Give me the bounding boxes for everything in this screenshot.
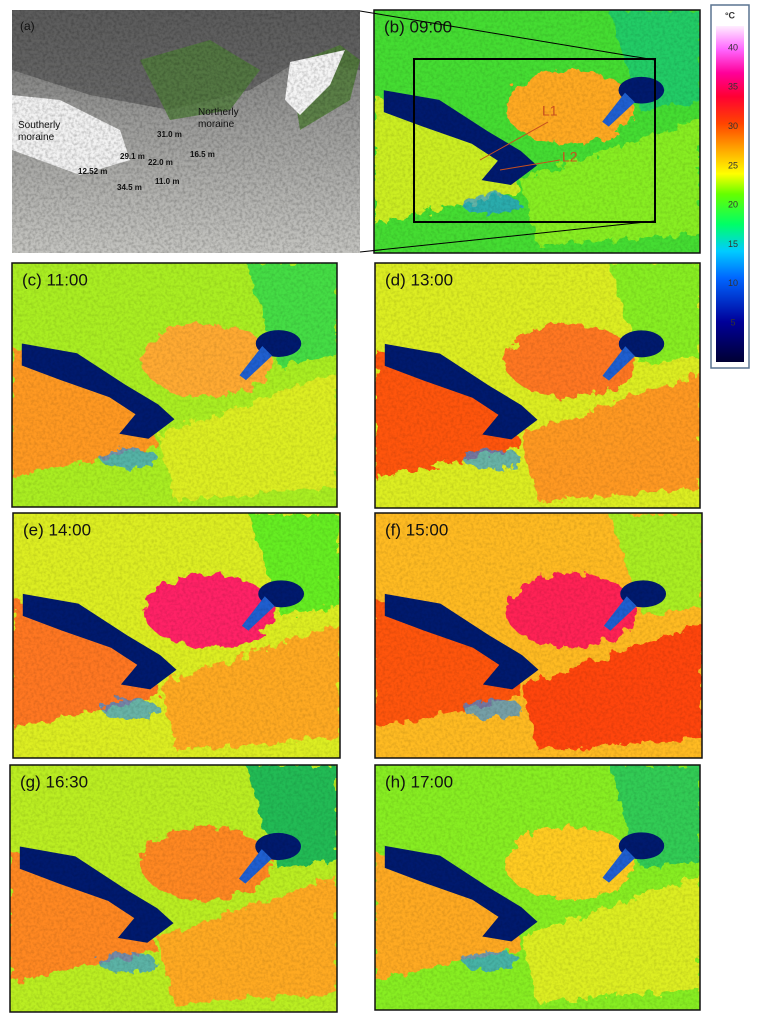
colorbar-tick-label: 20	[728, 200, 738, 210]
colorbar-tick-label: 15	[728, 239, 738, 249]
colorbar-tick-label: 35	[728, 82, 738, 92]
panel-border	[373, 9, 701, 254]
profile-line	[499, 159, 561, 171]
panel-border	[374, 512, 703, 759]
thermal-image	[375, 513, 702, 758]
line-label: L2	[562, 149, 578, 165]
zoom-line	[359, 220, 656, 253]
annotation: Northerly moraine	[198, 107, 239, 130]
thermal-image	[375, 263, 700, 508]
thermal-panels: (b) 09:00 (c) 11:00 (d) 13:00 (e) 14:00 (f) …	[9, 9, 703, 1013]
colorbar-tick-label: 5	[730, 317, 735, 327]
distance-label: 22.0 m	[148, 158, 173, 167]
thermal-image	[10, 765, 337, 1012]
grain	[375, 513, 702, 758]
panel-border	[9, 764, 338, 1013]
thermal-image	[13, 513, 340, 758]
panel-label: (e) 14:00	[23, 520, 91, 539]
line-label: L1	[542, 103, 558, 119]
panel-b-overlay: L1 L2	[359, 10, 656, 253]
panel-label: (c) 11:00	[22, 270, 88, 289]
panel-label: (f) 15:00	[385, 520, 448, 539]
grain	[375, 765, 700, 1010]
distance-label: 34.5 m	[117, 183, 142, 192]
colorbar-tick-label: 30	[728, 121, 738, 131]
grain	[374, 10, 700, 253]
zoom-line	[359, 10, 656, 61]
panel-border	[11, 262, 338, 508]
distance-label: 29.1 m	[120, 152, 145, 161]
panel-label: (h) 17:00	[385, 772, 453, 791]
panel-label: (d) 13:00	[385, 270, 453, 289]
distance-label: 12.52 m	[78, 167, 107, 176]
colorbar-tick-label: 10	[728, 278, 738, 288]
thermal-image	[374, 10, 700, 253]
grain	[10, 765, 337, 1012]
panel-label: (b) 09:00	[384, 17, 452, 36]
grain	[12, 263, 337, 507]
grain	[13, 513, 340, 758]
colorbar-gradient	[716, 26, 744, 362]
thermal-image	[12, 263, 337, 507]
distance-label: 31.0 m	[157, 130, 182, 139]
panel-label: (g) 16:30	[20, 772, 88, 791]
thermal-image	[375, 765, 700, 1010]
photo-panel: (a) Southerly moraine Northerly moraine 31…	[12, 10, 360, 253]
photo-texture	[12, 10, 360, 253]
colorbar-tick-label: 40	[728, 42, 738, 52]
panel-label: (a)	[20, 19, 35, 33]
distance-label: 11.0 m	[155, 177, 179, 186]
distance-label: 16.5 m	[190, 150, 215, 159]
profile-line	[479, 121, 549, 161]
panel-border	[12, 512, 341, 759]
colorbar-unit: °C	[725, 10, 736, 20]
grain	[375, 263, 700, 508]
colorbar: °C 40 35 30 25 20 15 10 5	[710, 4, 750, 369]
panel-border	[374, 764, 701, 1011]
panel-border	[374, 262, 701, 509]
annotation: Southerly moraine	[18, 120, 60, 143]
colorbar-tick-label: 25	[728, 160, 738, 170]
zoom-box	[413, 58, 656, 223]
